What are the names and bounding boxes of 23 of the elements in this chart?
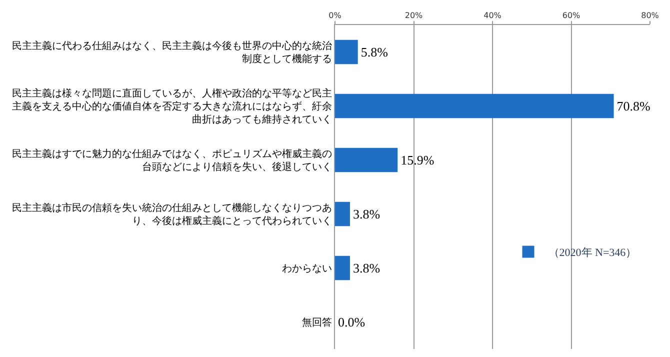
x-tick-label: 80% <box>641 10 660 20</box>
data-label: 70.8% <box>616 98 651 114</box>
y-tick-label: 民主主義に代わる仕組みはなく、民主主義は今後も世界の中心的な統治制度として機能する <box>12 40 332 65</box>
x-tick-label: 20% <box>404 10 424 20</box>
x-tick-label: 0% <box>328 10 342 20</box>
bar <box>335 202 350 226</box>
data-label: 0.0% <box>338 314 366 330</box>
x-tick-label: 60% <box>562 10 581 20</box>
bar <box>335 148 398 172</box>
bar <box>335 40 358 64</box>
y-tick-label: 民主主義は様々な問題に直面しているが、人権や政治的な平等など民主主義を支える中心的な価値自体を否定する大きな流れにはならず、紆余曲折はあっても維持されていく <box>12 88 332 126</box>
data-label: 15.9% <box>400 152 434 168</box>
legend-label: （2020年 N=346） <box>548 247 637 260</box>
bar <box>335 94 614 118</box>
y-tick-label: 無回答 <box>302 316 332 328</box>
y-tick-label: 民主主義はすでに魅力的な仕組みではなく、ポピュリズムや権威主義の台頭などにより信頼を失い、後退していく <box>12 148 332 173</box>
bar <box>335 256 350 280</box>
y-tick-label: わからない <box>282 264 332 274</box>
data-label: 3.8% <box>352 206 380 222</box>
data-label: 5.8% <box>360 44 388 60</box>
data-label: 3.8% <box>352 260 380 276</box>
x-tick-label: 40% <box>484 10 502 20</box>
y-tick-label: 民主主義は市民の信頼を失い統治の仕組みとして機能しなくなりつつあり、今後は権威主義にとって代わられていく <box>12 202 332 227</box>
